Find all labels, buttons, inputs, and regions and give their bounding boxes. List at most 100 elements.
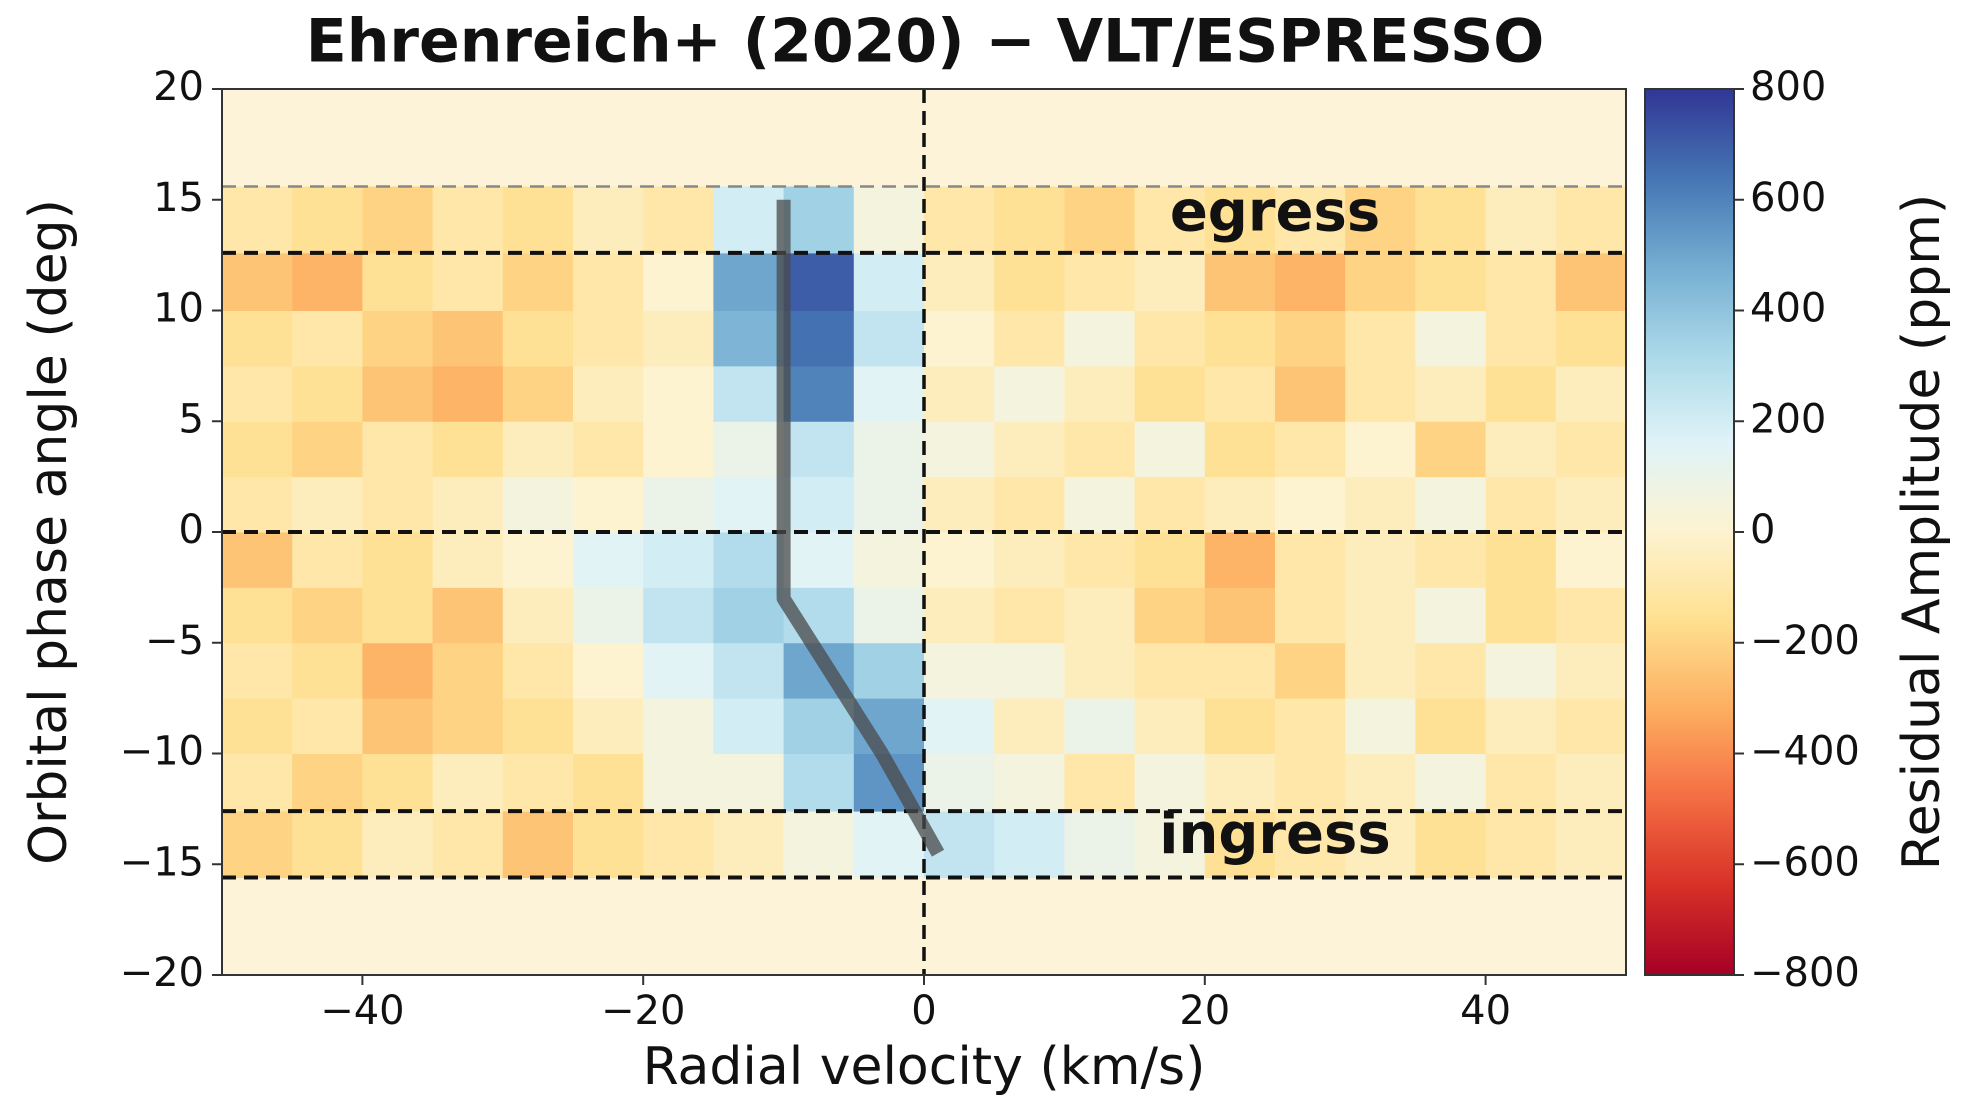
heatmap-cell [713,186,785,254]
heatmap-cell [1134,310,1206,367]
heatmap-cell [432,587,504,644]
heatmap-cell [713,310,785,367]
heatmap-cell [1555,421,1627,478]
heatmap-cell [362,186,434,254]
heatmap-cell [1275,698,1346,754]
heatmap-cell [573,310,644,367]
heatmap-cell [1204,421,1276,478]
colorbar-tick-label: −800 [1750,950,1860,996]
heatmap-cell [222,698,293,754]
heatmap-cell [432,532,504,588]
heatmap-cell [1415,252,1487,311]
heatmap-cell [1275,532,1346,588]
heatmap-cell [643,642,714,699]
heatmap-cell [713,698,785,754]
heatmap-cell [1485,421,1557,478]
heatmap-cell [502,642,574,699]
heatmap-cell [222,252,293,311]
heatmap-cell [643,698,714,754]
heatmap-cell [1134,532,1206,588]
heatmap-cell [292,310,363,367]
heatmap-cell [994,587,1065,644]
heatmap-cell [1204,753,1276,812]
y-axis-label: Orbital phase angle (deg) [19,199,79,865]
heatmap-cell [292,421,363,478]
x-tick-label: 20 [1179,988,1230,1034]
heatmap-cell [432,476,504,533]
heatmap-cell [362,811,434,879]
heatmap-cell [1204,476,1276,533]
heatmap-cell [432,421,504,478]
heatmap-cell [1204,698,1276,754]
heatmap-cell [713,365,785,422]
heatmap-cell [432,642,504,699]
heatmap-cell [643,476,714,533]
heatmap-cell [1204,365,1276,422]
heatmap-cell [1275,476,1346,533]
heatmap-cell [1064,252,1136,311]
heatmap-cell [994,811,1065,879]
heatmap-cell [783,476,855,533]
heatmap-cell [1275,587,1346,644]
heatmap-cell [713,532,785,588]
heatmap-cell [222,587,293,644]
heatmap-cell [1415,753,1487,812]
heatmap-cell [1555,753,1627,812]
heatmap-cell [573,642,644,699]
heatmap-cell [292,642,363,699]
heatmap-cell [783,252,855,311]
heatmap-cell [994,421,1065,478]
heatmap-cell [1555,642,1627,699]
colorbar-tick-label: 400 [1750,286,1826,332]
heatmap-cell [292,365,363,422]
heatmap-cell [1134,642,1206,699]
heatmap-cell [1485,476,1557,533]
heatmap-cell [362,310,434,367]
heatmap-cell [1555,365,1627,422]
heatmap-cell [1064,421,1136,478]
heatmap-cell [643,532,714,588]
x-tick-label: −20 [601,988,685,1034]
heatmap-cell [1345,252,1416,311]
colorbar-tick-label: −200 [1750,618,1860,664]
heatmap-cell [292,811,363,879]
y-tick-label: 20 [153,64,204,110]
heatmap-cell [222,476,293,533]
heatmap-cell [362,532,434,588]
heatmap-cell [292,587,363,644]
heatmap-cell [783,365,855,422]
x-axis-label: Radial velocity (km/s) [643,1037,1206,1097]
heatmap-cell [713,753,785,812]
heatmap-cell [1485,186,1557,254]
heatmap-cell [1204,310,1276,367]
heatmap-cell [1415,365,1487,422]
heatmap-cell [1275,186,1346,254]
heatmap-cell [292,698,363,754]
heatmap-cell [1134,753,1206,812]
y-tick-label: 0 [179,507,204,553]
heatmap-cell [1415,186,1487,254]
heatmap-cell [362,698,434,754]
heatmap-cell [432,811,504,879]
heatmap-cell [1485,310,1557,367]
heatmap-cell [713,587,785,644]
colorbar-tick-label: 200 [1750,396,1826,442]
heatmap-cell [1204,587,1276,644]
heatmap-cell [502,587,574,644]
heatmap-cell [643,587,714,644]
heatmap-cell [1485,532,1557,588]
heatmap-cell [573,252,644,311]
heatmap-cell [924,753,995,812]
heatmap-cell [1134,252,1206,311]
heatmap-cell [1275,753,1346,812]
heatmap-cell [853,365,925,422]
heatmap-cell [1345,421,1416,478]
heatmap-cell [1204,252,1276,311]
heatmap-cell [924,642,995,699]
heatmap-cell [362,252,434,311]
colorbar-tick-label: 0 [1750,507,1775,553]
heatmap-cell [1204,186,1276,254]
colorbar-tick-label: 600 [1750,175,1826,221]
heatmap-cell [1555,532,1627,588]
